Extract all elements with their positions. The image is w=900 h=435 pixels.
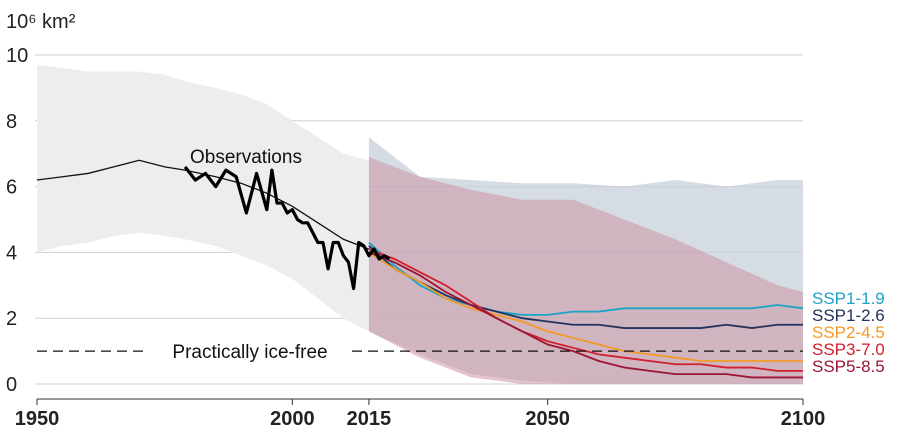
legend-label-ssp1-2.6: SSP1-2.6 (812, 306, 885, 325)
observations-label: Observations (190, 147, 302, 168)
series-line-ssp2-4.5 (368, 251, 803, 362)
legend-label-ssp1-1.9: SSP1-1.9 (812, 289, 885, 308)
x-tick-label-2050: 2050 (525, 408, 570, 430)
y-tick-label-8: 8 (6, 111, 17, 133)
historical-band (37, 64, 369, 332)
y-unit-label: 10⁶ km² (6, 11, 76, 33)
x-tick-label-2015: 2015 (347, 408, 392, 430)
legend-label-ssp5-8.5: SSP5-8.5 (812, 357, 885, 376)
y-tick-label-4: 4 (6, 242, 17, 264)
series-line-ssp5-8.5 (368, 251, 803, 379)
y-tick-label-10: 10 (6, 45, 28, 67)
observations-line (183, 165, 391, 291)
legend-label-ssp2-4.5: SSP2-4.5 (812, 323, 885, 342)
x-tick-label-2000: 2000 (270, 408, 315, 430)
y-tick-label-0: 0 (6, 374, 17, 396)
threshold-label: Practically ice-free (172, 342, 327, 363)
historical-mean-line (36, 159, 370, 250)
y-tick-label-2: 2 (6, 308, 17, 330)
y-tick-label-6: 6 (6, 177, 17, 199)
x-tick-label-1950: 1950 (15, 408, 60, 430)
uncertainty-bands (37, 64, 803, 384)
threshold-group: Practically ice-free (37, 342, 803, 363)
axis-labels: 0 2 4 6 8 10 1950 2000 2015 2050 2100 (6, 45, 825, 430)
x-tick-label-2100: 2100 (781, 408, 826, 430)
series-line-ssp1-2.6 (368, 245, 803, 329)
legend-label-ssp3-7.0: SSP3-7.0 (812, 340, 885, 359)
